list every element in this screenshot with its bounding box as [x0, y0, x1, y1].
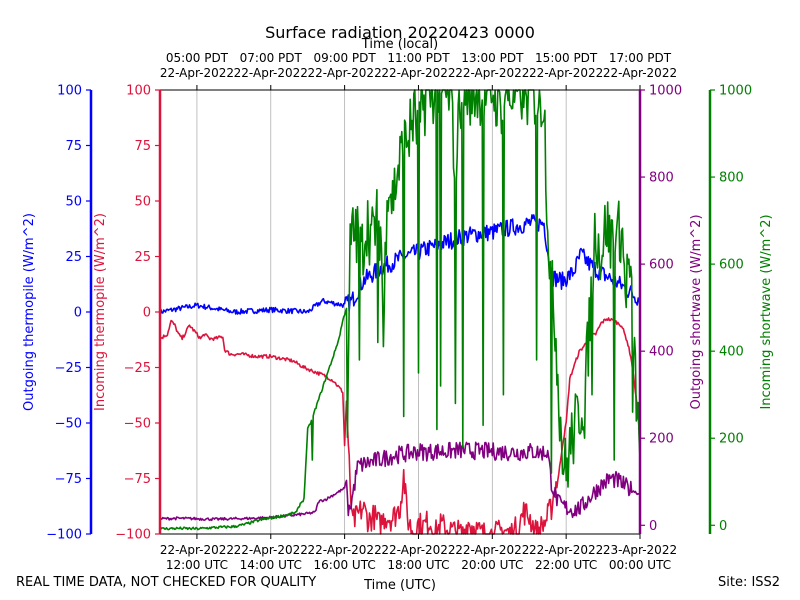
y-tick-label-out_sw: 600	[649, 258, 674, 273]
x-tick-label-top: 15:00 PDT	[535, 51, 598, 65]
left-inner-axis-label: Incoming thermopile (W/m^2)	[93, 213, 108, 411]
y-tick-label-out_thermo: 100	[57, 84, 82, 99]
y-tick-label-in_sw: 600	[719, 258, 744, 273]
y-tick-label-in_sw: 1000	[719, 84, 752, 99]
x-tick-label-bottom: 22-Apr-2022	[234, 543, 308, 557]
y-tick-label-out_thermo: 75	[65, 139, 82, 154]
chart-title: Surface radiation 20220423 0000	[265, 23, 535, 42]
x-tick-label-top: 22-Apr-2022	[160, 66, 234, 80]
y-tick-label-in_thermo: 25	[134, 250, 151, 265]
y-tick-label-in_sw: 800	[719, 171, 744, 186]
x-tick-label-bottom: 18:00 UTC	[387, 558, 449, 572]
grid-lines	[196, 90, 567, 534]
y-tick-label-in_thermo: −50	[124, 417, 151, 432]
y-tick-label-in_sw: 200	[719, 432, 744, 447]
y-tick-label-out_sw: 1000	[649, 84, 682, 99]
x-tick-label-bottom: 00:00 UTC	[609, 558, 671, 572]
series-line-outgoing-thermopile	[159, 214, 641, 315]
x-tick-label-bottom: 22-Apr-2022	[455, 543, 529, 557]
left-outer-axis-label: Outgoing thermopile (W/m^2)	[22, 213, 37, 411]
x-tick-label-bottom: 22-Apr-2022	[529, 543, 603, 557]
y-tick-label-in_thermo: 75	[134, 139, 151, 154]
axes-layer: −100 −75 −50 −25 0 25 50 75 100 −100 −75 −50 −25 0 25 5…	[46, 51, 752, 572]
y-tick-label-out_thermo: −25	[55, 361, 82, 376]
x-tick-label-top: 11:00 PDT	[387, 51, 450, 65]
right-inner-axis-label: Outgoing shortwave (W/m^2)	[689, 214, 704, 409]
x-tick-label-top: 22-Apr-2022	[603, 66, 677, 80]
bottom-axis-label: Time (UTC)	[363, 578, 436, 593]
y-tick-label-out_thermo: 25	[65, 250, 82, 265]
x-tick-label-bottom: 12:00 UTC	[166, 558, 228, 572]
site-label: Site: ISS2	[718, 575, 781, 590]
x-tick-label-top: 22-Apr-2022	[529, 66, 603, 80]
y-tick-label-out_sw: 0	[649, 519, 657, 534]
x-tick-label-bottom: 16:00 UTC	[314, 558, 376, 572]
y-tick-label-out_sw: 400	[649, 345, 674, 360]
x-tick-label-top: 05:00 PDT	[166, 51, 229, 65]
y-tick-label-out_sw: 200	[649, 432, 674, 447]
y-tick-label-in_thermo: −100	[115, 528, 151, 543]
series-line-incoming-shortwave	[159, 89, 641, 531]
x-tick-label-bottom: 22:00 UTC	[535, 558, 597, 572]
right-outer-axis-label: Incoming shortwave (W/m^2)	[759, 214, 774, 409]
y-tick-label-out_thermo: 50	[65, 195, 82, 210]
x-tick-label-bottom: 22-Apr-2022	[308, 543, 382, 557]
y-tick-label-in_sw: 400	[719, 345, 744, 360]
disclaimer-text: REAL TIME DATA, NOT CHECKED FOR QUALITY	[16, 575, 317, 590]
series-layer	[159, 89, 641, 535]
x-tick-label-top: 13:00 PDT	[461, 51, 524, 65]
top-axis-label: Time (local)	[361, 37, 438, 52]
x-tick-label-top: 22-Apr-2022	[381, 66, 455, 80]
x-tick-label-bottom: 20:00 UTC	[461, 558, 523, 572]
x-tick-label-top: 07:00 PDT	[240, 51, 303, 65]
y-tick-label-out_sw: 800	[649, 171, 674, 186]
y-tick-label-out_thermo: 0	[74, 306, 82, 321]
x-tick-label-top: 17:00 PDT	[609, 51, 672, 65]
series-line-outgoing-shortwave	[159, 441, 641, 522]
x-tick-label-bottom: 22-Apr-2022	[160, 543, 234, 557]
y-tick-label-in_thermo: −25	[124, 361, 151, 376]
x-tick-label-top: 22-Apr-2022	[234, 66, 308, 80]
x-tick-label-bottom: 23-Apr-2022	[603, 543, 677, 557]
y-tick-label-in_thermo: 50	[134, 195, 151, 210]
series-line-incoming-thermopile	[159, 317, 641, 535]
x-tick-label-bottom: 14:00 UTC	[240, 558, 302, 572]
y-tick-label-in_thermo: 100	[126, 84, 151, 99]
y-tick-label-out_thermo: −75	[55, 472, 82, 487]
x-tick-label-top: 09:00 PDT	[314, 51, 377, 65]
y-tick-label-in_thermo: −75	[124, 472, 151, 487]
y-tick-label-out_thermo: −100	[46, 528, 82, 543]
x-tick-label-bottom: 22-Apr-2022	[381, 543, 455, 557]
y-tick-label-out_thermo: −50	[55, 417, 82, 432]
x-tick-label-top: 22-Apr-2022	[308, 66, 382, 80]
y-tick-label-in_thermo: 0	[143, 306, 151, 321]
y-tick-label-in_sw: 0	[719, 519, 727, 534]
x-tick-label-top: 22-Apr-2022	[455, 66, 529, 80]
